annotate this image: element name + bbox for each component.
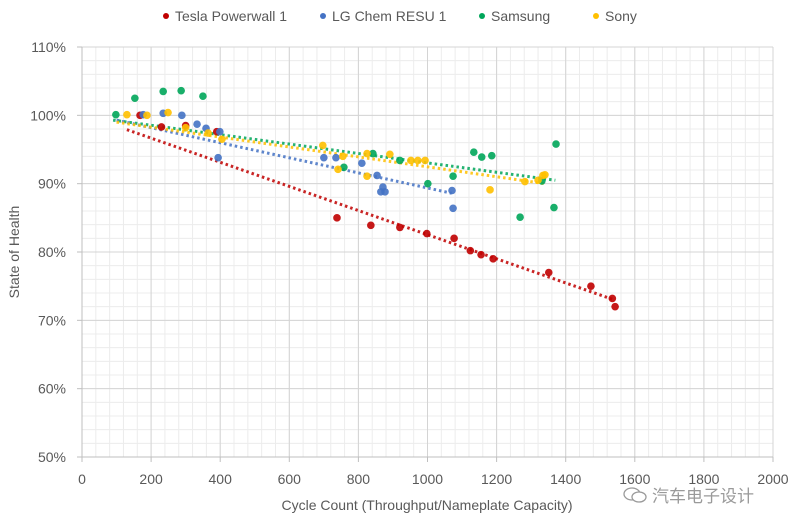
point-lg-chem-resu-1	[216, 127, 224, 136]
point-lg-chem-resu-1	[193, 120, 201, 129]
point-tesla-powerwall-1	[544, 268, 553, 277]
y-tick-label: 50%	[38, 449, 66, 465]
y-tick-label: 110%	[31, 39, 66, 55]
trendline-tesla-powerwall-1	[126, 128, 615, 302]
grid	[81, 46, 774, 458]
point-samsung	[177, 86, 185, 95]
point-lg-chem-resu-1	[358, 159, 366, 167]
x-tick-label: 2000	[757, 471, 788, 487]
legend-label-sony: Sony	[605, 8, 637, 24]
point-sony	[218, 135, 226, 144]
point-lg-chem-resu-1	[332, 153, 340, 162]
y-axis-title: State of Health	[6, 206, 22, 299]
point-tesla-powerwall-1	[157, 123, 166, 131]
point-samsung	[477, 153, 486, 161]
point-sony	[164, 108, 172, 117]
x-axis-title: Cycle Count (Throughput/Nameplate Capaci…	[281, 497, 572, 513]
legend: Tesla Powerwall 1 LG Chem RESU 1 Samsung So…	[163, 8, 637, 24]
watermark: 汽车电子设计	[622, 482, 754, 507]
point-tesla-powerwall-1	[423, 229, 431, 238]
point-sony	[386, 150, 394, 159]
point-samsung	[340, 163, 348, 172]
axes: 0 200 400 600 800 1000 1200 1400 1600 1800 2000 50%…	[30, 39, 789, 487]
x-tick-label: 1400	[550, 471, 581, 487]
legend-marker-sony	[593, 13, 599, 19]
point-sony	[339, 152, 347, 161]
point-tesla-powerwall-1	[587, 282, 595, 290]
point-tesla-powerwall-1	[466, 246, 475, 255]
y-tick-label: 100%	[30, 107, 66, 123]
legend-label-lg-chem-resu-1: LG Chem RESU 1	[332, 8, 447, 24]
point-tesla-powerwall-1	[477, 250, 485, 259]
point-lg-chem-resu-1	[214, 153, 222, 162]
point-lg-chem-resu-1	[178, 111, 186, 120]
y-tick-label: 70%	[38, 312, 66, 328]
point-sony	[334, 165, 342, 174]
x-tick-label: 1000	[412, 471, 443, 487]
point-sony	[414, 156, 422, 165]
point-samsung	[199, 92, 207, 100]
point-sony	[521, 177, 529, 186]
point-sony	[407, 156, 415, 165]
y-tick-label: 90%	[38, 176, 66, 192]
point-samsung	[396, 156, 404, 165]
point-sony	[143, 111, 151, 120]
point-sony	[204, 129, 212, 137]
point-samsung	[112, 110, 120, 119]
legend-label-samsung: Samsung	[491, 8, 550, 24]
point-sony	[363, 172, 371, 180]
point-tesla-powerwall-1	[611, 302, 619, 311]
point-sony	[534, 176, 542, 185]
point-lg-chem-resu-1	[320, 153, 328, 162]
point-lg-chem-resu-1	[373, 171, 381, 180]
point-tesla-powerwall-1	[489, 255, 497, 263]
point-sony	[421, 156, 429, 165]
point-samsung	[131, 94, 139, 103]
x-tick-label: 600	[278, 471, 302, 487]
y-tick-label: 60%	[38, 381, 66, 397]
legend-marker-samsung	[479, 13, 485, 19]
data-points	[112, 86, 619, 311]
point-sony	[123, 110, 131, 119]
point-samsung	[449, 172, 457, 180]
point-samsung	[516, 213, 524, 221]
x-tick-label: 800	[347, 471, 371, 487]
point-lg-chem-resu-1	[448, 186, 456, 195]
point-samsung	[550, 203, 558, 212]
legend-marker-tesla-powerwall-1	[163, 13, 169, 19]
point-samsung	[469, 148, 478, 157]
point-tesla-powerwall-1	[367, 221, 375, 230]
x-tick-label: 400	[209, 471, 233, 487]
point-lg-chem-resu-1	[377, 188, 385, 196]
x-tick-label: 1200	[481, 471, 512, 487]
x-tick-label: 1600	[619, 471, 650, 487]
point-samsung	[369, 149, 377, 158]
y-tick-label: 80%	[38, 244, 66, 260]
legend-marker-lg-chem-resu-1	[320, 13, 326, 19]
point-samsung	[159, 87, 167, 96]
wechat-icon	[623, 486, 647, 503]
point-tesla-powerwall-1	[608, 294, 617, 303]
trendlines	[112, 118, 615, 302]
point-sony	[363, 149, 371, 158]
x-tick-label: 200	[139, 471, 163, 487]
watermark-text: 汽车电子设计	[652, 487, 754, 507]
x-tick-label: 1800	[688, 471, 719, 487]
point-tesla-powerwall-1	[333, 214, 341, 222]
x-tick-label: 0	[78, 471, 86, 487]
point-sony	[319, 141, 327, 150]
point-samsung	[552, 140, 560, 148]
point-sony	[181, 123, 190, 132]
point-samsung	[424, 179, 432, 188]
point-sony	[486, 186, 494, 194]
legend-label-tesla-powerwall-1: Tesla Powerwall 1	[175, 8, 287, 24]
point-tesla-powerwall-1	[396, 223, 404, 232]
point-tesla-powerwall-1	[450, 234, 458, 243]
point-sony	[541, 170, 549, 179]
trendline-sony	[116, 120, 546, 186]
trendline-lg-chem-resu-1	[116, 118, 453, 195]
point-lg-chem-resu-1	[449, 204, 457, 213]
point-samsung	[487, 151, 496, 160]
